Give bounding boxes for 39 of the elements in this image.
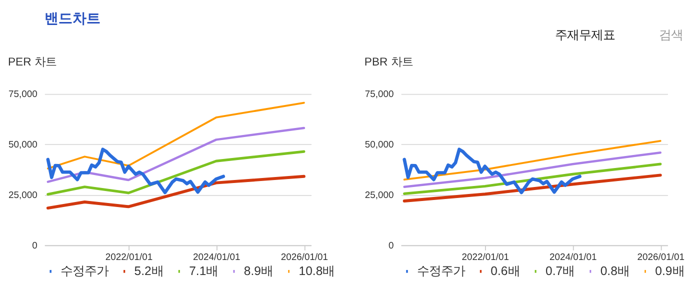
y-tick-label: 25,000: [364, 190, 394, 202]
text: 밴드차트: [44, 10, 100, 27]
y-tick-label: 75,000: [8, 89, 38, 100]
line-series: [46, 150, 306, 196]
y-tick-label: 0: [388, 240, 394, 252]
x-tick-label: 2024/01/01: [193, 252, 240, 263]
chart-title: PBR 차트: [364, 56, 413, 69]
legend-label: 8.9배: [244, 264, 273, 278]
line-series: [46, 174, 306, 210]
text: 주재무제표: [554, 28, 615, 42]
legend-label: 7.1배: [189, 264, 218, 278]
line-series: [403, 140, 662, 181]
legend-label: 5.2배: [134, 264, 164, 278]
x-tick-label: 2024/01/01: [549, 252, 597, 263]
legend-label: 0.7배: [546, 264, 575, 278]
legend-label: 수정주가: [60, 264, 109, 278]
y-tick-label: 0: [32, 240, 38, 252]
legend-label: 0.9배: [655, 264, 684, 278]
legend-label: 수정주가: [416, 264, 465, 278]
line-series: [402, 148, 582, 194]
y-tick-label: 75,000: [364, 89, 394, 100]
x-tick-label: 2022/01/01: [105, 252, 153, 263]
line-series: [46, 148, 226, 194]
x-tick-label: 2022/01/01: [462, 252, 510, 263]
chart-title: PER 차트: [8, 56, 56, 69]
text: 검색: [658, 28, 683, 42]
y-tick-label: 25,000: [8, 190, 38, 202]
legend-label: 10.8배: [298, 264, 335, 278]
line-series: [46, 102, 305, 170]
line-series: [46, 126, 306, 183]
legend-label: 0.8배: [600, 264, 630, 278]
line-series: [403, 162, 662, 196]
line-series: [402, 174, 662, 202]
y-tick-label: 50,000: [364, 140, 394, 151]
legend-label: 0.6배: [490, 264, 520, 278]
x-tick-label: 2026/01/01: [637, 252, 684, 263]
line-series: [403, 151, 662, 188]
y-tick-label: 50,000: [8, 140, 38, 151]
x-tick-label: 2026/01/01: [280, 252, 328, 263]
